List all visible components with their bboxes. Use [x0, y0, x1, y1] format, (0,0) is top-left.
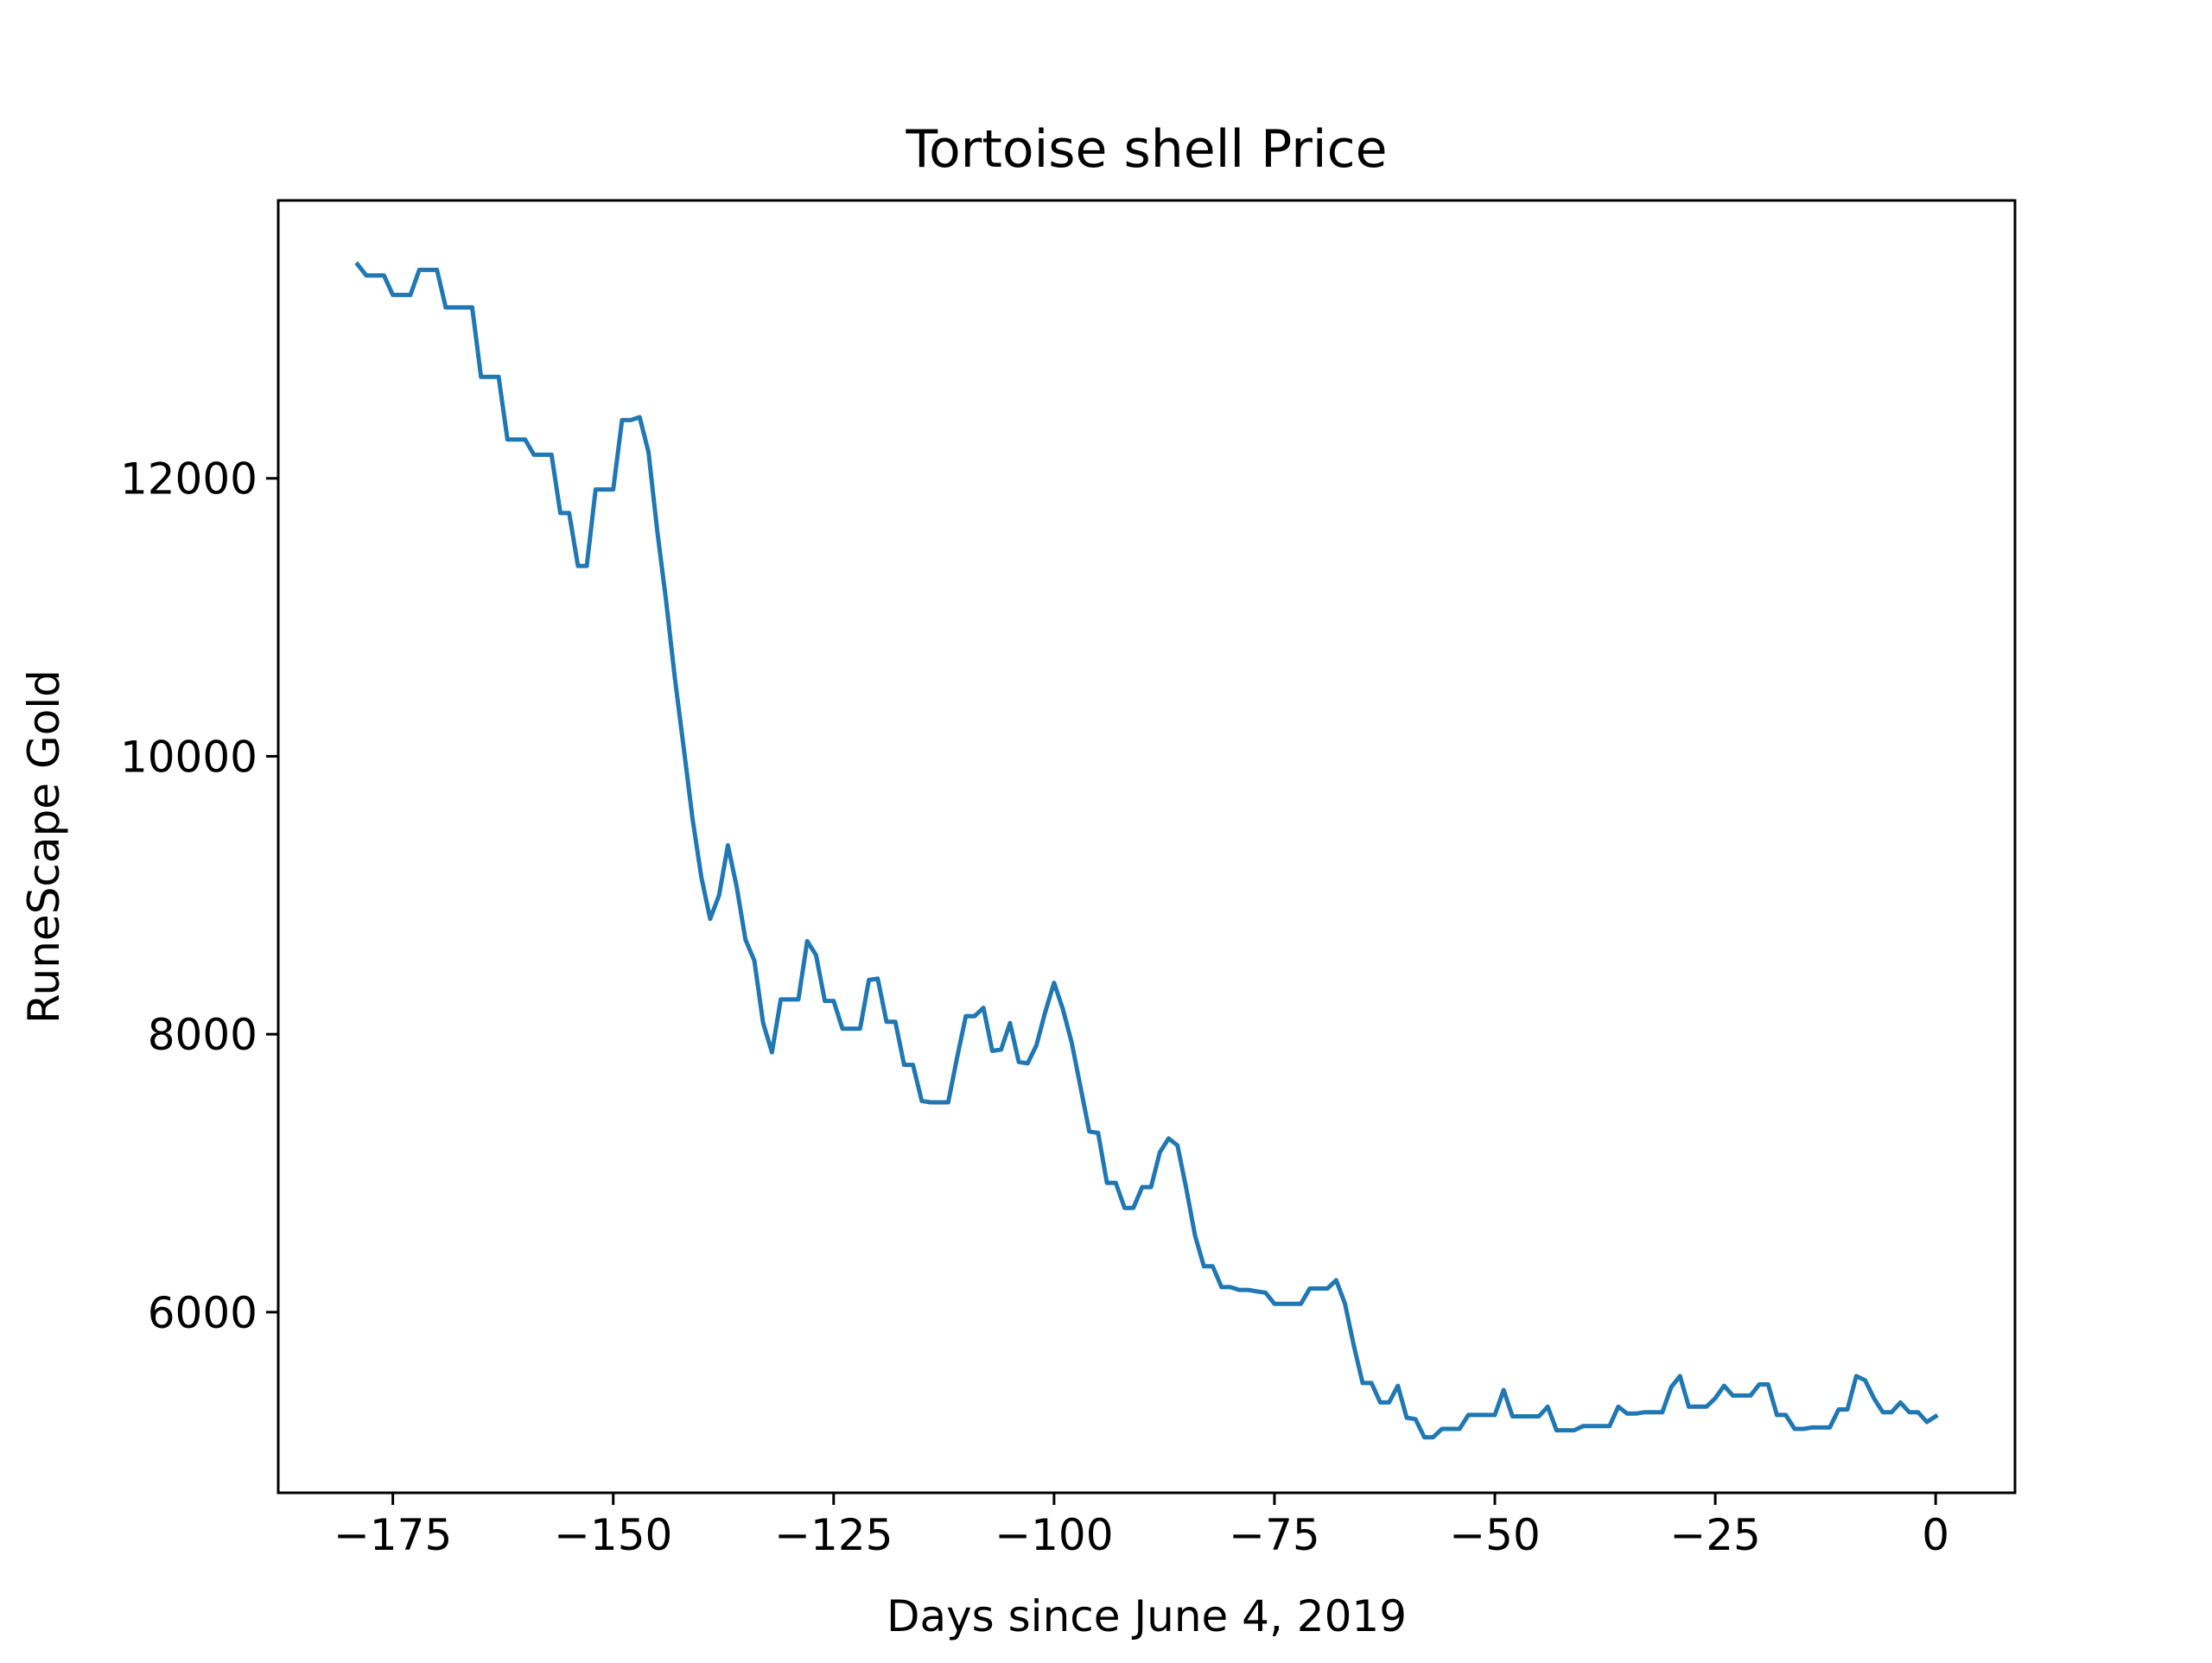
- y-tick-label: 8000: [148, 1010, 257, 1060]
- x-tick-label: 0: [1922, 1510, 1949, 1560]
- plot-area-frame: [276, 199, 2017, 1495]
- y-tick-label: 6000: [148, 1288, 257, 1338]
- x-tick-label: −100: [995, 1510, 1113, 1560]
- chart-title: Tortoise shell Price: [906, 119, 1388, 180]
- x-axis-label: Days since June 4, 2019: [887, 1591, 1407, 1641]
- axis-ticks: −175 −150 −125 −100 −75 −50 −25 0 6000 8000 10000 1…: [120, 454, 1949, 1560]
- y-tick-label: 10000: [120, 732, 257, 782]
- y-axis-label: RuneScape Gold: [19, 670, 69, 1024]
- price-series-line: [354, 261, 1939, 1440]
- y-tick-label: 12000: [120, 454, 257, 505]
- series-layer: [354, 261, 1939, 1440]
- x-tick-label: −75: [1229, 1510, 1320, 1560]
- x-tick-label: −50: [1449, 1510, 1541, 1560]
- x-tick-label: −125: [774, 1510, 893, 1560]
- x-tick-label: −150: [554, 1510, 672, 1560]
- x-tick-label: −175: [334, 1510, 452, 1560]
- x-tick-label: −25: [1669, 1510, 1761, 1560]
